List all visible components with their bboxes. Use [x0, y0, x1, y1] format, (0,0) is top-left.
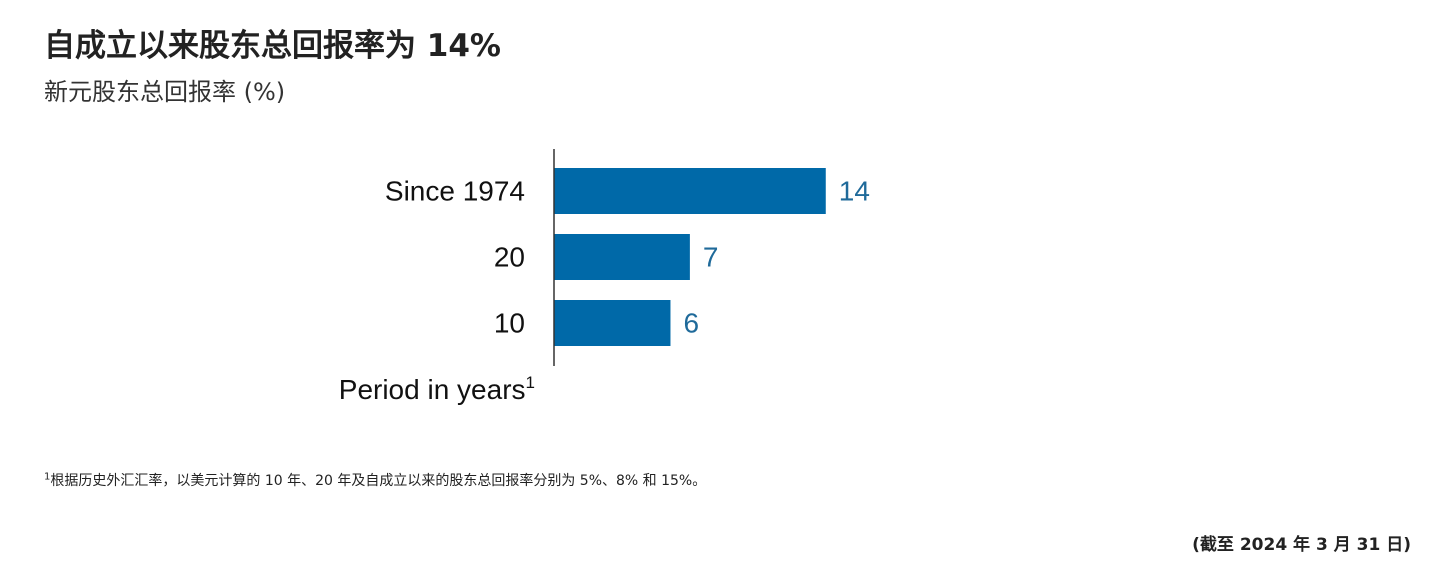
category-label: 10: [494, 308, 525, 339]
value-label: 6: [683, 308, 699, 339]
value-label: 7: [703, 242, 719, 273]
axis-label-superscript: 1: [526, 373, 535, 392]
category-label: 20: [494, 242, 525, 273]
bar: [554, 300, 671, 346]
axis-label-text: Period in years: [339, 374, 526, 405]
chart-title: 自成立以来股东总回报率为 14%: [44, 28, 501, 64]
as-of-date: (截至 2024 年 3 月 31 日): [1192, 535, 1411, 555]
footnote-marker: 1: [44, 471, 51, 483]
bars-group: [554, 168, 826, 346]
value-labels-group: 14 7 6: [683, 176, 869, 339]
bar: [554, 234, 690, 280]
bar: [554, 168, 826, 214]
footnote: 1根据历史外汇汇率，以美元计算的 10 年、20 年及自成立以来的股东总回报率分…: [44, 470, 706, 490]
chart-subtitle: 新元股东总回报率 (%): [44, 78, 286, 106]
category-labels-group: Since 1974 20 10: [385, 176, 525, 339]
category-label: Since 1974: [385, 176, 525, 207]
footnote-text: 根据历史外汇汇率，以美元计算的 10 年、20 年及自成立以来的股东总回报率分别…: [50, 473, 707, 489]
value-label: 14: [839, 176, 870, 207]
axis-label: Period in years1: [339, 373, 535, 405]
